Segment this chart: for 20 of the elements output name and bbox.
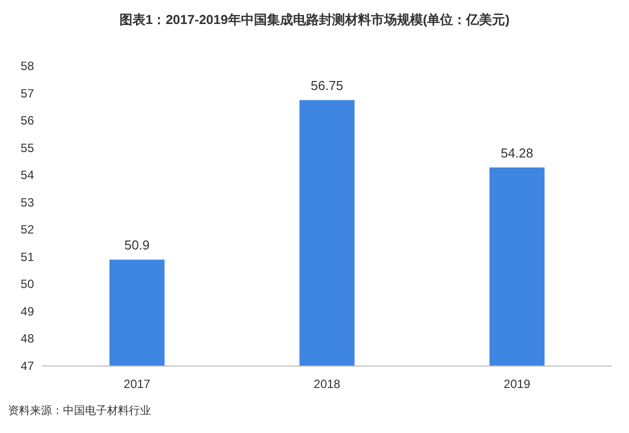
- y-tick-label: 49: [20, 304, 34, 318]
- data-label: 54.28: [500, 145, 534, 160]
- y-tick-label: 53: [20, 195, 34, 210]
- y-tick-label: 47: [20, 359, 34, 373]
- chart-title: 图表1：2017-2019年中国集成电路封测材料市场规模(单位：亿美元): [119, 12, 510, 27]
- y-tick-label: 58: [20, 59, 34, 73]
- y-tick-label: 55: [20, 140, 34, 155]
- y-tick-label: 50: [20, 277, 34, 292]
- y-tick-label: 52: [20, 222, 34, 237]
- x-tick-label: 2018: [314, 377, 341, 391]
- data-label: 50.9: [124, 238, 150, 253]
- y-tick-label: 48: [20, 332, 34, 346]
- text: 资料来源：中国电子材料行业: [8, 404, 151, 417]
- y-tick-label: 54: [20, 168, 34, 182]
- x-tick-label: 2017: [124, 377, 151, 391]
- x-tick-label: 2019: [504, 377, 531, 391]
- y-tick-label: 51: [20, 250, 34, 264]
- y-tick-label: 56: [20, 114, 34, 128]
- y-tick-label: 57: [20, 86, 34, 100]
- data-label: 56.75: [310, 78, 344, 94]
